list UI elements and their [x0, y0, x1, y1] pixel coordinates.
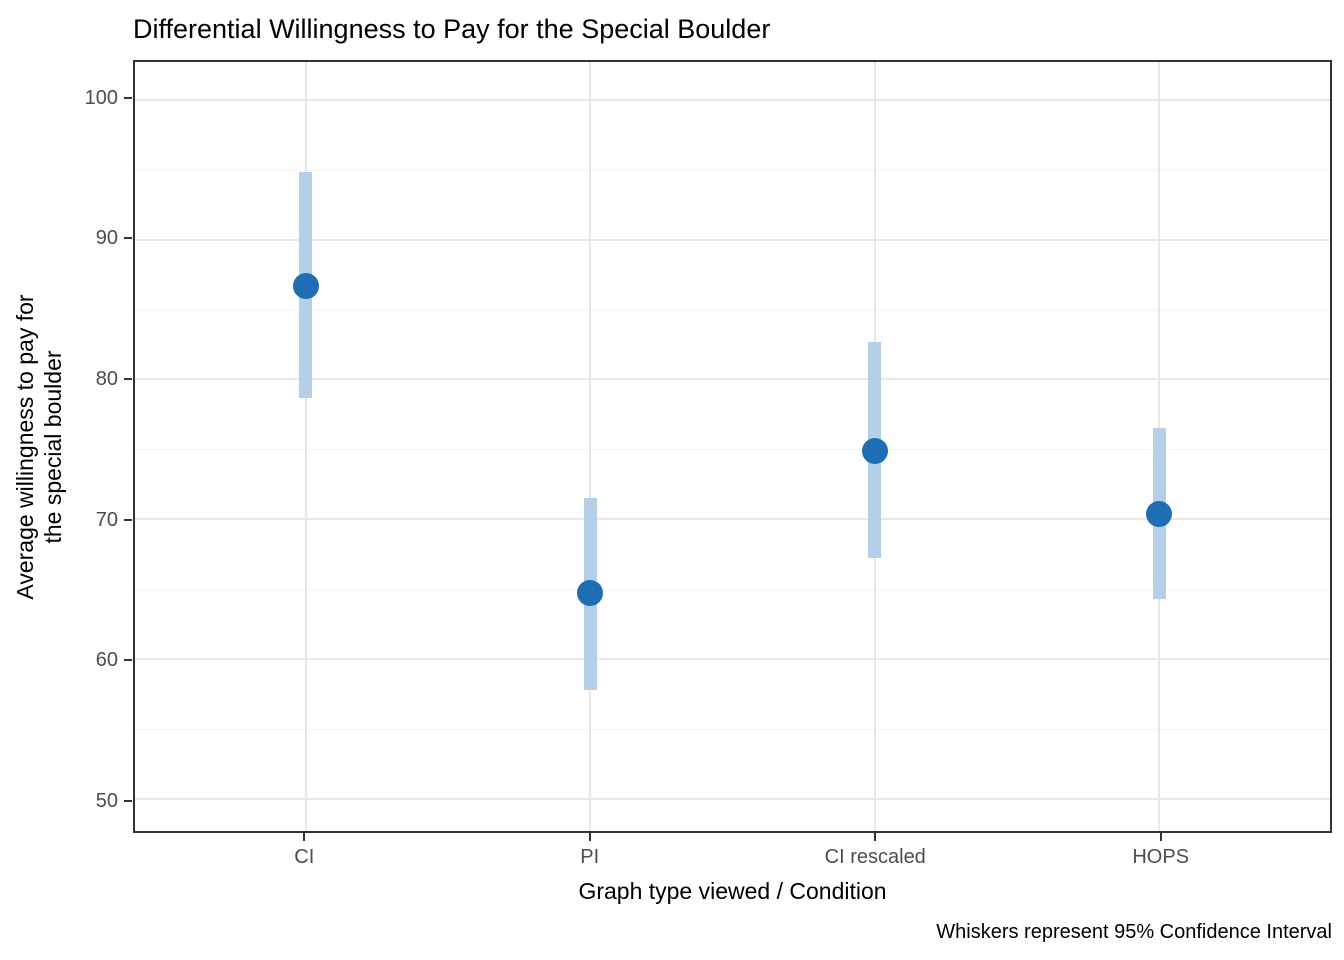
- x-gridline-major: [304, 62, 307, 831]
- y-tick-label: 50: [95, 789, 118, 812]
- mean-point: [861, 437, 888, 464]
- x-tick-label: CI rescaled: [824, 846, 926, 868]
- y-axis-title: Average willingness to pay for the speci…: [11, 232, 69, 662]
- mean-point: [292, 272, 319, 299]
- y-gridline-minor: [135, 589, 1330, 591]
- y-tick-mark: [124, 96, 132, 99]
- y-gridline-major: [135, 98, 1330, 101]
- caption-whiskers-note: Whiskers represent 95% Confidence Interv…: [936, 921, 1332, 943]
- y-axis-title-line2: the special boulder: [40, 350, 66, 544]
- y-tick-mark: [124, 659, 132, 662]
- x-gridline-major: [589, 62, 592, 831]
- x-tick-label: HOPS: [1132, 846, 1190, 868]
- plot-panel: [133, 60, 1332, 833]
- y-gridline-minor: [135, 728, 1330, 730]
- chart-title: Differential Willingness to Pay for the …: [133, 14, 771, 44]
- y-gridline-minor: [135, 309, 1330, 311]
- x-tick-mark: [874, 833, 877, 841]
- y-tick-mark: [124, 799, 132, 802]
- y-gridline-minor: [135, 449, 1330, 451]
- y-gridline-major: [135, 238, 1330, 241]
- y-axis-title-line1: Average willingness to pay for: [12, 294, 38, 600]
- x-tick-mark: [1159, 833, 1162, 841]
- y-gridline-major: [135, 797, 1330, 800]
- y-tick-mark: [124, 237, 132, 240]
- y-tick-label: 70: [95, 508, 118, 531]
- y-tick-label: 90: [95, 227, 118, 250]
- mean-point: [1146, 500, 1173, 527]
- x-axis-title: Graph type viewed / Condition: [578, 878, 887, 904]
- y-tick-label: 60: [95, 649, 118, 672]
- y-tick-label: 100: [84, 86, 118, 109]
- x-tick-label: CI: [294, 846, 315, 868]
- y-gridline-minor: [135, 169, 1330, 171]
- y-tick-mark: [124, 518, 132, 521]
- x-tick-mark: [588, 833, 591, 841]
- y-tick-label: 80: [95, 368, 118, 391]
- mean-point: [577, 580, 604, 607]
- y-tick-mark: [124, 378, 132, 381]
- x-tick-mark: [303, 833, 306, 841]
- x-tick-label: PI: [580, 846, 600, 868]
- y-gridline-major: [135, 378, 1330, 381]
- y-gridline-major: [135, 658, 1330, 661]
- y-gridline-major: [135, 518, 1330, 521]
